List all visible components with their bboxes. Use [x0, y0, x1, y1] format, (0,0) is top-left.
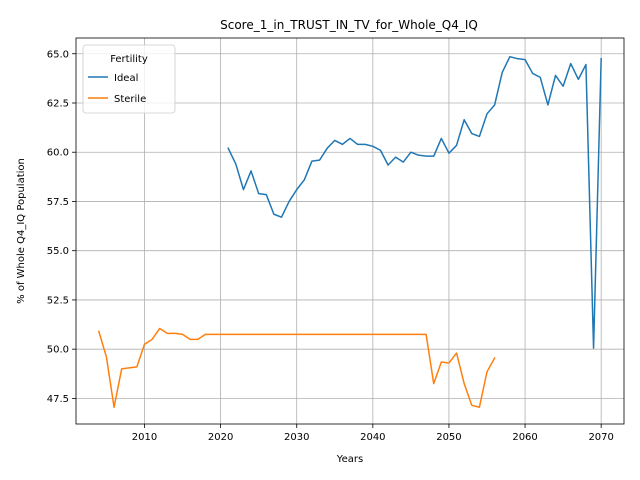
x-tick-label: 2020	[208, 432, 233, 443]
x-tick-label: 2030	[284, 432, 309, 443]
legend-entry-sterile: Sterile	[114, 94, 146, 105]
x-tick-label: 2070	[588, 432, 613, 443]
y-tick-label: 55.0	[47, 246, 69, 257]
y-tick-label: 50.0	[47, 345, 69, 356]
x-tick-label: 2010	[132, 432, 157, 443]
legend-box	[82, 44, 176, 114]
plot-frame	[75, 37, 625, 425]
x-tick-label: 2040	[360, 432, 385, 443]
x-tick-label: 2060	[512, 432, 537, 443]
series-line-sterile	[97, 327, 496, 409]
legend-entry-ideal: Ideal	[114, 73, 138, 84]
y-axis-ticks: 47.5 50.0 52.5 55.0 57.5 60.0 62.5 65.0	[47, 49, 76, 405]
x-tick-label: 2050	[436, 432, 461, 443]
y-tick-label: 65.0	[47, 49, 69, 60]
series-line-ideal	[227, 55, 602, 349]
legend: Fertility Ideal Sterile	[82, 44, 176, 114]
x-axis-label: Years	[336, 454, 363, 465]
chart-title: Score_1_in_TRUST_IN_TV_for_Whole_Q4_IQ	[220, 18, 478, 32]
y-tick-label: 62.5	[47, 98, 69, 109]
y-tick-label: 52.5	[47, 295, 69, 306]
series-lines	[97, 55, 602, 409]
grid-lines	[76, 38, 624, 424]
y-tick-label: 57.5	[47, 197, 69, 208]
x-axis-ticks: 2010 2020 2030 2040 2050 2060 2070	[132, 424, 614, 443]
y-tick-label: 60.0	[47, 148, 69, 159]
y-axis-label: % of Whole Q4_IQ Population	[16, 158, 27, 304]
legend-title: Fertility	[110, 54, 148, 65]
y-tick-label: 47.5	[47, 394, 69, 405]
